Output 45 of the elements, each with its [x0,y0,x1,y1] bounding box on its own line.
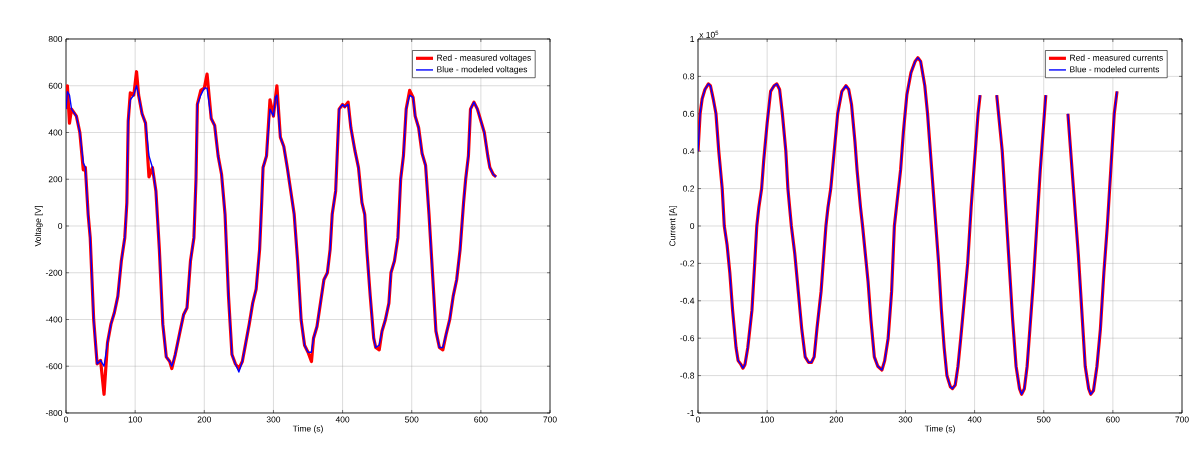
legend-label: Blue - modeled currents [1070,66,1160,73]
y-tick-label: 1 [690,36,695,42]
x-tick-label: 100 [128,416,142,423]
x-axis-title: Time (s) [292,425,323,434]
y-tick-label: 0.4 [683,148,695,155]
x-tick-label: 200 [829,416,844,423]
y-tick-label: -0.4 [680,297,695,304]
x-tick-label: 300 [266,416,281,423]
x-tick-label: 400 [967,416,982,423]
x-tick-label: 400 [335,416,350,423]
y-tick-label: -1 [687,410,695,416]
x-tick-label: 500 [1037,416,1051,423]
y-tick-label: 800 [48,36,63,42]
y-tick-label: 200 [48,176,63,183]
y-tick-label: 0.6 [683,110,695,117]
legend-label: Red - measured voltages [437,54,531,63]
text: x 10$^{5}$ [699,30,719,38]
y-tick-label: 600 [48,82,63,89]
x-tick-label: 700 [1175,416,1189,423]
y-tick-label: -600 [45,363,63,370]
x-axis-title: Time (s) [924,425,955,434]
x-tick-label: 600 [474,416,488,423]
x-tick-label: 200 [197,416,212,423]
y-tick-label: -800 [45,409,63,416]
y-tick-label: 0.2 [683,185,695,192]
y-tick-label: 400 [48,129,63,136]
x-tick-label: 700 [543,416,557,423]
y-tick-label: 0 [690,222,695,229]
legend-label: Red - measured currents [1070,54,1163,61]
x-tick-label: 500 [405,416,419,423]
x-tick-label: 600 [1106,416,1120,423]
y-tick-label: -0.8 [680,372,695,379]
y-axis-title: Current [A] [669,206,678,247]
x-tick-label: 0 [695,416,701,423]
legend-label: Blue - modeled voltages [437,66,528,74]
x-tick-label: 100 [760,416,774,423]
y-tick-label: 0 [58,223,63,229]
y-axis-title: Voltage [V] [34,206,43,247]
y-tick-label: -200 [45,269,63,276]
y-tick-label: -0.6 [680,335,695,342]
y-tick-label: -400 [45,316,63,323]
y-tick-label: 0.8 [683,73,695,80]
y-tick-label: -0.2 [680,260,695,267]
x-tick-label: 300 [898,416,913,423]
x-tick-label: 0 [63,416,69,423]
